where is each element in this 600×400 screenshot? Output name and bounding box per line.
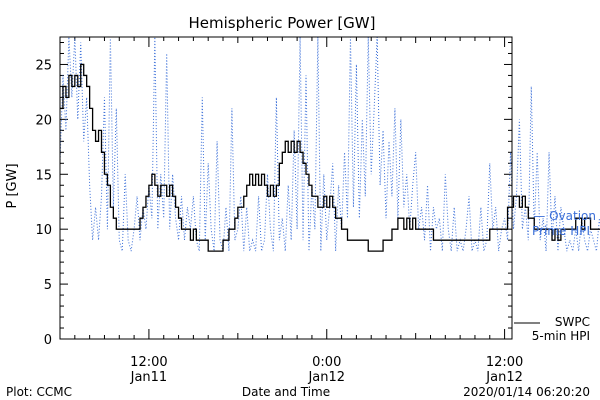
footer-right: 2020/01/14 06:20:20 [463,385,590,399]
x-axis-label: Date and Time [242,385,330,399]
legend-ovation: — Ovation Prime HPI [532,209,596,238]
y-axis-label: P [GW] [5,163,20,208]
series-swpc-5min-hpi [60,63,600,252]
y-axis: 0 5 10 15 20 25 [35,41,512,348]
x-tick-label-date: Jan12 [485,370,523,385]
y-tick-label: 10 [35,223,52,238]
y-tick-label: 0 [44,333,52,348]
x-tick-label-time: 12:00 [130,355,167,370]
legend-swpc-line1: SWPC [555,315,590,329]
chart-title: Hemispheric Power [GW] [189,14,376,32]
x-tick-label-date: Jan12 [307,370,345,385]
plot-frame [59,36,513,340]
legend-ovation-line2: Prime HPI [532,224,590,238]
x-tick-label-time: 12:00 [486,355,523,370]
y-tick-label: 25 [35,58,52,73]
x-tick-label-time: 0:00 [312,355,341,370]
series-ovation-prime-hpi [59,36,600,252]
x-tick-label-date: Jan11 [130,370,168,385]
legend-swpc: SWPC 5-min HPI [514,315,590,343]
y-tick-label: 20 [35,113,52,128]
series-line [59,36,600,252]
series-layer [59,36,600,252]
footer-left: Plot: CCMC [6,385,72,399]
x-axis: 12:00Jan110:00Jan1212:00Jan120:00Jan1312… [59,37,523,385]
legend-ovation-line1: — Ovation [533,209,596,223]
legend-swpc-line2: 5-min HPI [532,329,590,343]
y-tick-label: 5 [44,278,52,293]
series-line [60,63,600,252]
y-tick-label: 15 [35,168,52,183]
